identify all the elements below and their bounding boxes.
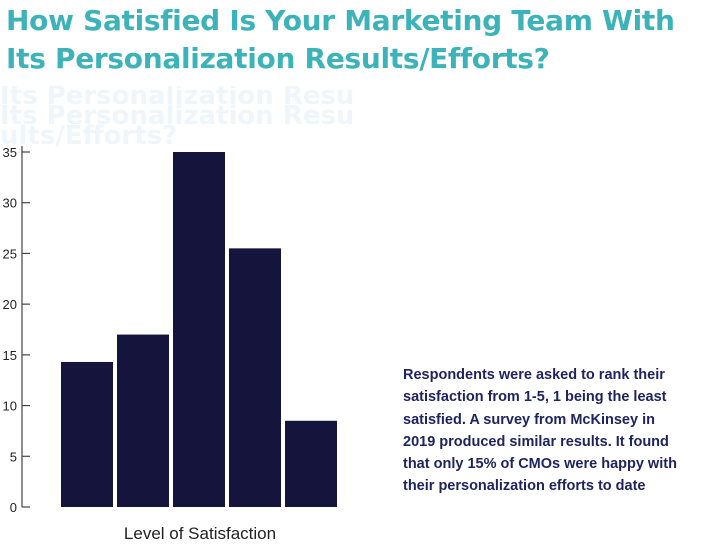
bar-2 — [117, 334, 169, 507]
chart-title-line-2: Its Personalization Results/Efforts? — [6, 42, 550, 75]
x-axis-label: Level of Satisfaction — [123, 524, 277, 543]
y-tick-label: 20 — [3, 297, 17, 312]
y-tick-label: 15 — [3, 348, 17, 363]
title-ghost-artifact: Its Personalization Resu Its Personaliza… — [0, 86, 355, 151]
y-tick-label: 30 — [3, 196, 17, 211]
y-tick-label: 25 — [3, 246, 17, 261]
chart-title: How Satisfied Is Your Marketing Team Wit… — [6, 2, 706, 78]
survey-note: Respondents were asked to rank their sat… — [403, 367, 677, 495]
y-axis: 0 5 10 15 20 25 30 35 — [3, 145, 30, 515]
bar-3 — [173, 152, 225, 507]
bar-5 — [285, 420, 337, 507]
bars — [61, 152, 337, 507]
bar-1 — [61, 361, 113, 507]
y-tick-label: 35 — [3, 145, 17, 160]
bar-4 — [229, 248, 281, 507]
y-tick-label: 5 — [10, 449, 17, 464]
y-tick-label: 10 — [3, 399, 17, 414]
y-tick-label: 0 — [10, 500, 17, 515]
chart-title-line-1: How Satisfied Is Your Marketing Team Wit… — [6, 4, 675, 37]
